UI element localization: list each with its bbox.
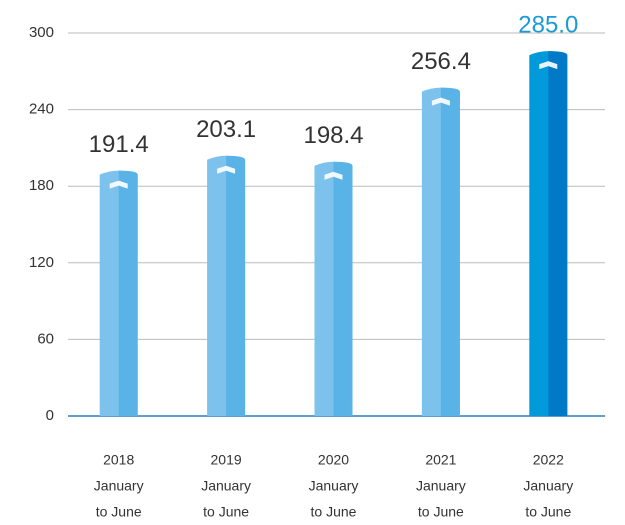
y-tick-label: 180 [29, 177, 54, 194]
bar-chevron [109, 180, 128, 189]
y-tick-label: 60 [37, 330, 54, 347]
bar-chevron [539, 61, 558, 70]
value-label: 198.4 [303, 122, 363, 149]
x-tick-label: 2022 [533, 452, 564, 468]
bar-chevron [324, 171, 343, 180]
bar-side [548, 51, 568, 417]
x-tick-label: 2018 [103, 452, 134, 468]
value-label: 256.4 [411, 48, 471, 75]
bar-side [440, 87, 460, 417]
bar-side [333, 161, 353, 416]
bar-chevron [217, 165, 236, 174]
bar-chevron [431, 97, 450, 106]
y-tick-label: 300 [29, 24, 54, 41]
x-tick-label: 2021 [425, 452, 456, 468]
value-label: 191.4 [89, 131, 149, 158]
x-tick-label: January [309, 478, 359, 494]
value-label: 203.1 [196, 116, 256, 143]
y-tick-label: 0 [46, 407, 54, 424]
x-tick-label: 2020 [318, 452, 349, 468]
x-tick-label: to June [311, 504, 357, 520]
x-tick-label: January [523, 478, 573, 494]
x-tick-label: to June [418, 504, 464, 520]
bar-side [118, 170, 138, 416]
x-tick-label: January [201, 478, 251, 494]
x-tick-label: to June [203, 504, 249, 520]
value-label: 285.0 [518, 11, 578, 38]
y-tick-label: 240 [29, 101, 54, 118]
x-tick-label: January [94, 478, 144, 494]
x-tick-label: to June [96, 504, 142, 520]
x-tick-label: 2019 [211, 452, 242, 468]
x-tick-label: to June [525, 504, 571, 520]
y-tick-label: 120 [29, 254, 54, 271]
x-tick-label: January [416, 478, 466, 494]
bar-side [226, 155, 246, 417]
